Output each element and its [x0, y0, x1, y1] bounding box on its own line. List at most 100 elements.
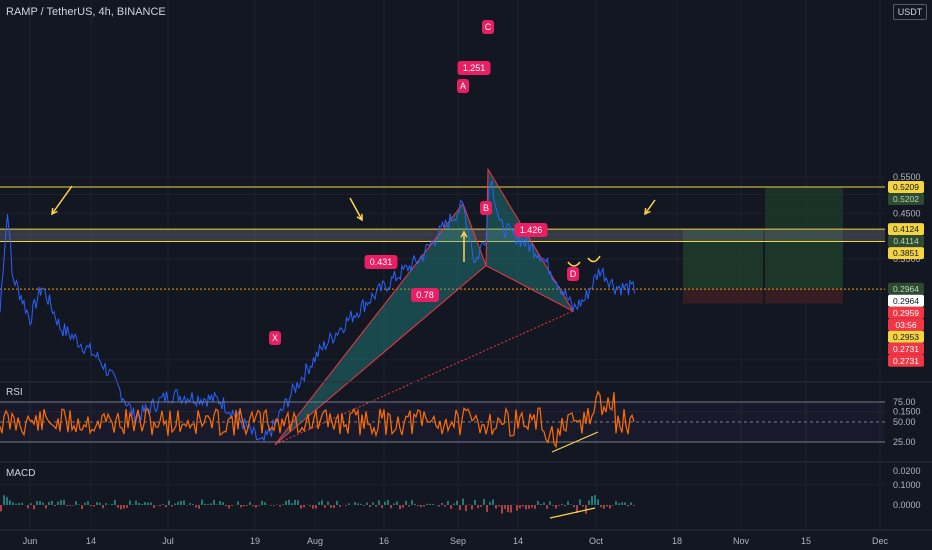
macd-bar [522, 505, 524, 507]
macd-bar [360, 503, 362, 505]
price-series [0, 179, 635, 443]
macd-bar [135, 500, 137, 505]
macd-bar [318, 501, 320, 505]
macd-bar [36, 501, 38, 505]
macd-bar [45, 505, 47, 509]
pattern-xab [274, 202, 487, 446]
macd-bar [78, 504, 80, 505]
time-tick: 19 [250, 536, 260, 546]
macd-bar [312, 505, 314, 509]
time-tick: Oct [589, 536, 604, 546]
price-tag: 0.4114 [893, 236, 919, 246]
macd-bar [18, 503, 20, 505]
time-tick: 14 [86, 536, 96, 546]
macd-bar [51, 500, 53, 505]
macd-bar [54, 505, 56, 507]
macd-bar [153, 505, 155, 508]
macd-bar [138, 502, 140, 505]
macd-bar [354, 502, 356, 505]
macd-bar [168, 500, 170, 505]
pattern-point-c: C [485, 22, 492, 32]
macd-bar [252, 505, 254, 507]
macd-bar [117, 505, 119, 508]
macd-bar [39, 501, 41, 505]
currency-button[interactable]: USDT [893, 4, 927, 20]
price-tick: 0.4500 [893, 208, 921, 218]
arrow-sep-head [460, 230, 468, 238]
macd-bar [558, 505, 560, 506]
price-tag-box [888, 330, 924, 343]
macd-bar [624, 502, 626, 505]
price-tag: 0.5209 [893, 182, 919, 192]
macd-bar [15, 503, 17, 505]
price-tag: 0.4124 [893, 224, 919, 234]
ratio-box [411, 288, 439, 302]
macd-bar [204, 503, 206, 505]
macd-bar [279, 505, 281, 507]
price-tick: 0.1500 [893, 407, 921, 417]
price-tag-box [888, 282, 924, 295]
macd-bar [555, 505, 557, 509]
macd-bar [438, 505, 440, 507]
macd-bar [339, 505, 341, 507]
pattern-point-x-box [269, 331, 281, 345]
macd-bar [612, 505, 614, 506]
macd-bar [219, 501, 221, 505]
macd-bar [420, 505, 422, 508]
price-tag: 0.3851 [893, 248, 919, 258]
arrow-jun [51, 185, 73, 215]
macd-bar [42, 502, 44, 505]
curve-d2 [587, 255, 601, 263]
ratio-label: 0.78 [416, 290, 434, 300]
rsi-band [0, 402, 885, 442]
macd-bar [63, 499, 65, 505]
xd-line [274, 310, 574, 446]
price-tag: 0.2959 [893, 308, 919, 318]
macd-bar [243, 505, 245, 507]
macd-bar [180, 500, 182, 505]
macd-bar [519, 505, 521, 509]
macd-bar [231, 505, 233, 506]
macd-bar [348, 503, 350, 505]
price-tick: 0.5500 [893, 172, 921, 182]
pattern-labels: X A B C D 0.431 1.251 1.426 0.78 [269, 20, 579, 345]
macd-bar [405, 500, 407, 505]
macd-bar [105, 503, 107, 505]
macd-bar [288, 499, 290, 505]
macd-bar [75, 501, 77, 505]
macd-bar [576, 505, 578, 514]
macd-tick: 0.0200 [893, 466, 921, 476]
macd-bar [399, 505, 401, 510]
macd-bar [309, 505, 311, 507]
price-tag-box [888, 294, 924, 307]
macd-bar [192, 503, 194, 505]
macd-bar [504, 505, 506, 509]
ratio-box [457, 61, 491, 75]
macd-bar [507, 505, 509, 513]
macd-bar [444, 505, 446, 507]
macd-bar [531, 505, 533, 508]
macd-bar [429, 503, 431, 505]
ratio-label: 0.431 [370, 257, 393, 267]
macd-bar [579, 499, 581, 505]
macd-bar [321, 500, 323, 505]
macd-bar [501, 505, 503, 514]
curve-d1 [567, 261, 581, 267]
macd-bar [402, 505, 404, 508]
macd-bar [582, 505, 584, 507]
macd-bar [111, 503, 113, 505]
macd-bar [201, 499, 203, 505]
macd-bar [390, 505, 392, 509]
macd-bar [294, 499, 296, 505]
macd-bar [150, 502, 152, 505]
macd-bar [573, 505, 575, 508]
macd-bar [330, 505, 332, 508]
macd-bar [114, 499, 116, 505]
macd-bar [273, 505, 275, 506]
macd-bar [462, 498, 464, 505]
price-tag: 03:56 [895, 320, 917, 330]
time-tick: 15 [801, 536, 811, 546]
macd-bar [363, 505, 365, 506]
grid [0, 0, 885, 530]
